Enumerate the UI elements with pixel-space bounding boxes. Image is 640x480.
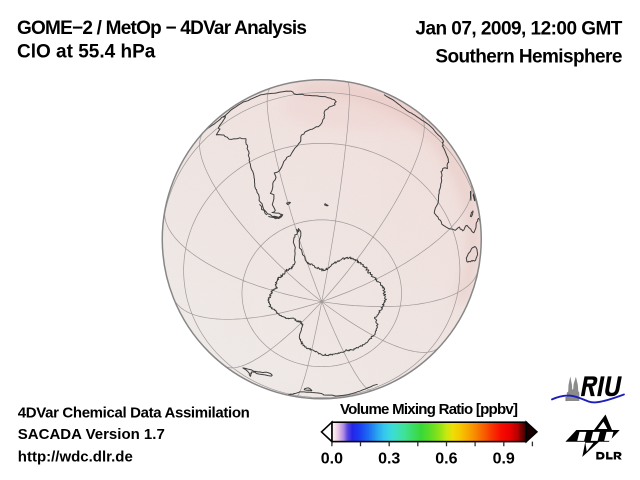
svg-text:ClO at 55.4 hPa: ClO at 55.4 hPa [17, 42, 156, 63]
svg-text:0.6: 0.6 [435, 451, 457, 468]
svg-text:0.3: 0.3 [378, 451, 400, 468]
svg-text:Volume Mixing Ratio [ppbv]: Volume Mixing Ratio [ppbv] [340, 401, 518, 418]
svg-text:0.9: 0.9 [493, 451, 515, 468]
svg-text:Jan 07, 2009, 12:00 GMT: Jan 07, 2009, 12:00 GMT [415, 18, 622, 39]
svg-text:Southern Hemisphere: Southern Hemisphere [435, 47, 622, 68]
svg-text:GOME−2 / MetOp − 4DVar Analysi: GOME−2 / MetOp − 4DVar Analysis [17, 18, 307, 39]
svg-text:4DVar Chemical Data Assimilati: 4DVar Chemical Data Assimilation [18, 404, 250, 421]
svg-text:http://wdc.dlr.de: http://wdc.dlr.de [18, 448, 133, 465]
svg-text:0.0: 0.0 [321, 451, 343, 468]
svg-text:SACADA Version 1.7: SACADA Version 1.7 [18, 426, 165, 443]
